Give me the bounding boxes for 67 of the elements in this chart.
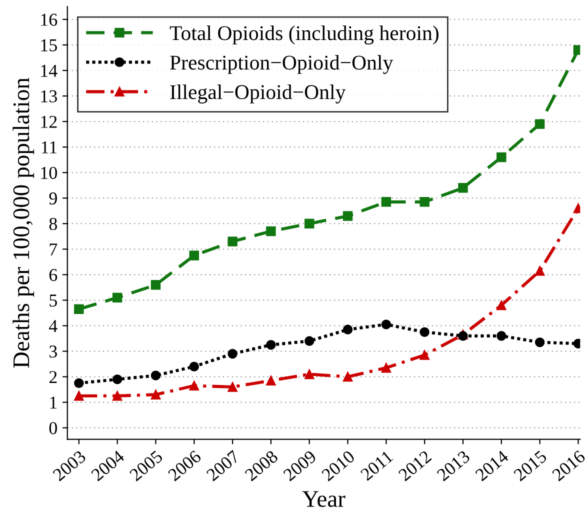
point bbox=[304, 218, 314, 228]
y-tick-label: 16 bbox=[41, 14, 58, 26]
point bbox=[304, 336, 314, 346]
point bbox=[534, 266, 545, 276]
y-tick-label: 5 bbox=[50, 294, 57, 307]
y-tick-label: 15 bbox=[41, 39, 57, 52]
point bbox=[74, 391, 84, 401]
point bbox=[150, 370, 161, 380]
legend-label: Prescription−Opioid−Only bbox=[170, 55, 394, 74]
point bbox=[266, 340, 276, 350]
y-tick-label: 0 bbox=[49, 422, 57, 434]
y-tick-label: 4 bbox=[48, 320, 58, 332]
y-tick-label: 8 bbox=[49, 218, 57, 230]
y-tick-label: 14 bbox=[41, 64, 58, 77]
y-tick-label: 2 bbox=[49, 371, 57, 384]
point bbox=[420, 327, 430, 337]
point bbox=[420, 350, 430, 360]
point bbox=[496, 152, 506, 162]
y-tick-label: 7 bbox=[50, 244, 58, 256]
x-tick-label: 2012 bbox=[398, 450, 432, 482]
point bbox=[266, 226, 276, 236]
point bbox=[74, 304, 84, 314]
point bbox=[189, 362, 199, 372]
x-tick-label: 2011 bbox=[360, 450, 394, 482]
y-tick-label: 13 bbox=[41, 90, 57, 102]
point bbox=[304, 369, 314, 380]
point bbox=[342, 372, 353, 382]
point bbox=[496, 331, 506, 341]
point bbox=[534, 337, 545, 348]
x-tick-label: 2010 bbox=[321, 450, 356, 482]
y-tick-label: 1 bbox=[50, 396, 57, 409]
x-axis-title: Year bbox=[302, 491, 346, 507]
y-tick-label: 11 bbox=[42, 141, 57, 154]
point bbox=[342, 211, 353, 221]
point bbox=[342, 324, 353, 334]
point bbox=[496, 300, 506, 310]
x-tick-label: 2003 bbox=[52, 450, 87, 482]
point bbox=[228, 236, 238, 246]
point bbox=[228, 348, 238, 359]
x-tick-label: 2008 bbox=[244, 450, 279, 482]
point bbox=[189, 250, 199, 260]
x-tick-label: 2009 bbox=[282, 450, 317, 482]
point bbox=[381, 320, 392, 330]
point bbox=[112, 391, 122, 401]
y-tick-label: 6 bbox=[49, 268, 58, 282]
point bbox=[150, 390, 161, 400]
point bbox=[534, 119, 545, 129]
point bbox=[381, 197, 392, 207]
point bbox=[381, 362, 392, 373]
point bbox=[112, 374, 122, 384]
point bbox=[189, 380, 199, 391]
point bbox=[74, 378, 84, 388]
y-axis-title: Deaths per 100,000 population bbox=[12, 78, 34, 368]
y-tick-label: 3 bbox=[50, 346, 57, 358]
x-tick-label: 2013 bbox=[436, 450, 471, 482]
point bbox=[458, 183, 468, 193]
point bbox=[458, 331, 468, 341]
legend-label: Illegal−Opioid−Only bbox=[170, 84, 346, 104]
y-tick-label: 12 bbox=[41, 116, 57, 128]
point bbox=[266, 376, 276, 386]
y-tick-label: 9 bbox=[49, 192, 57, 205]
legend-label: Total Opioids (including heroin) bbox=[170, 26, 438, 44]
point bbox=[420, 197, 430, 207]
y-tick-label: 10 bbox=[41, 166, 57, 180]
point bbox=[228, 382, 238, 392]
point bbox=[112, 292, 122, 302]
point bbox=[150, 280, 161, 290]
